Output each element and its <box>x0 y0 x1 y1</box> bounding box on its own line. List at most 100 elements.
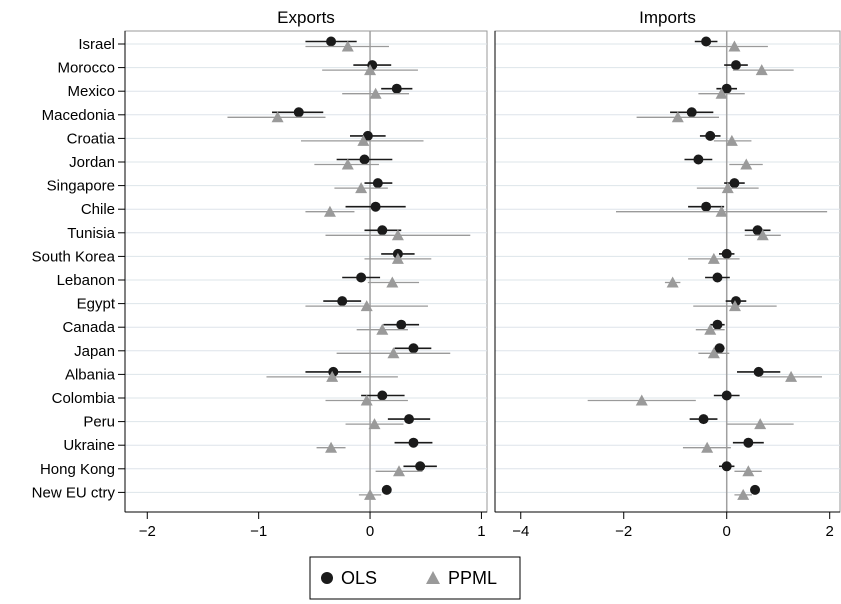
ols-point-chile <box>701 201 712 212</box>
ppml-point-japan <box>707 347 720 359</box>
ppml-point-albania <box>785 370 798 382</box>
ols-point-peru <box>404 414 415 425</box>
ols-point-peru <box>698 414 709 425</box>
country-label-croatia: Croatia <box>67 130 116 147</box>
country-label-hong-kong: Hong Kong <box>40 461 115 478</box>
ols-point-egypt <box>337 296 348 307</box>
ols-point-israel <box>701 36 712 47</box>
ppml-point-jordan <box>341 158 354 170</box>
ols-point-jordan <box>693 154 704 165</box>
country-label-albania: Albania <box>65 366 116 383</box>
x-tick-label: 2 <box>826 523 834 540</box>
country-label-ukraine: Ukraine <box>63 437 115 454</box>
country-label-singapore: Singapore <box>47 178 115 195</box>
legend-ppml-label: PPML <box>448 568 497 588</box>
legend-ppml-marker <box>426 571 440 584</box>
ols-point-israel <box>326 36 337 47</box>
ppml-point-new-eu-ctry <box>364 488 377 500</box>
ppml-point-chile <box>715 205 728 217</box>
ppml-point-colombia <box>635 394 648 406</box>
country-label-egypt: Egypt <box>77 296 116 313</box>
legend-ols-marker <box>321 572 333 584</box>
country-label-jordan: Jordan <box>69 154 115 171</box>
ppml-point-croatia <box>725 134 738 146</box>
ppml-point-morocco <box>364 64 377 76</box>
ppml-point-colombia <box>360 394 373 406</box>
imports-panel: Imports −4 −2 0 2 <box>494 8 841 540</box>
country-label-new-eu-ctry: New EU ctry <box>32 484 116 501</box>
ppml-point-chile <box>323 205 336 217</box>
ppml-point-singapore <box>355 182 368 194</box>
x-tick-label: 1 <box>477 523 485 540</box>
legend-box <box>309 556 521 600</box>
panel-title: Exports <box>277 8 335 27</box>
ols-point-hong-kong <box>415 461 426 472</box>
ols-point-colombia <box>377 390 388 401</box>
ppml-point-hong-kong <box>393 465 406 477</box>
country-label-lebanon: Lebanon <box>57 272 115 289</box>
ppml-point-albania <box>326 370 339 382</box>
ppml-point-ukraine <box>325 441 338 453</box>
ppml-point-lebanon <box>666 276 679 288</box>
ols-point-singapore <box>372 178 383 189</box>
ols-point-colombia <box>721 390 732 401</box>
ppml-point-croatia <box>357 134 370 146</box>
ppml-point-morocco <box>755 64 768 76</box>
ppml-point-south-korea <box>707 252 720 264</box>
x-tick-label: 0 <box>723 523 731 540</box>
ppml-point-south-korea <box>391 252 404 264</box>
panel-title: Imports <box>639 8 696 27</box>
ppml-point-new-eu-ctry <box>737 488 750 500</box>
x-tick-label: −2 <box>139 523 156 540</box>
country-label-colombia: Colombia <box>52 390 116 407</box>
country-label-tunisia: Tunisia <box>67 225 115 242</box>
ppml-point-tunisia <box>391 229 404 241</box>
country-label-chile: Chile <box>81 201 115 218</box>
ols-point-croatia <box>705 130 716 141</box>
ppml-point-canada <box>376 323 389 335</box>
ppml-point-peru <box>368 418 381 430</box>
ols-point-japan <box>714 343 725 354</box>
ols-point-tunisia <box>752 225 763 236</box>
country-label-japan: Japan <box>74 343 115 360</box>
ols-point-ukraine <box>743 437 754 448</box>
legend-ols-label: OLS <box>341 568 377 588</box>
country-label-mexico: Mexico <box>67 83 115 100</box>
x-tick-label: −4 <box>512 523 529 540</box>
ppml-point-mexico <box>715 87 728 99</box>
ppml-point-singapore <box>721 182 734 194</box>
country-label-canada: Canada <box>62 319 115 336</box>
ppml-point-tunisia <box>756 229 769 241</box>
ppml-point-japan <box>387 347 400 359</box>
ols-point-morocco <box>730 60 741 71</box>
ols-point-macedonia <box>686 107 697 118</box>
ols-point-hong-kong <box>721 461 732 472</box>
ppml-point-ukraine <box>701 441 714 453</box>
ols-point-mexico <box>391 83 402 94</box>
ols-point-tunisia <box>377 225 388 236</box>
ppml-point-canada <box>704 323 717 335</box>
legend: OLS PPML <box>309 556 521 600</box>
ols-point-canada <box>396 319 407 330</box>
country-label-peru: Peru <box>83 414 115 431</box>
exports-panel: Exports −2 −1 0 1 <box>124 8 488 540</box>
ols-point-new-eu-ctry <box>750 484 761 495</box>
country-label-morocco: Morocco <box>57 60 115 77</box>
x-tick-label: −2 <box>615 523 632 540</box>
ols-point-japan <box>408 343 419 354</box>
ols-point-lebanon <box>712 272 723 283</box>
ols-point-canada <box>712 319 723 330</box>
ppml-point-mexico <box>369 87 382 99</box>
ols-point-south-korea <box>721 248 732 259</box>
ols-point-chile <box>370 201 381 212</box>
plot-frame <box>124 30 488 513</box>
country-label-south-korea: South Korea <box>32 248 116 265</box>
x-tick-label: 0 <box>366 523 374 540</box>
country-labels: Israel Morocco Mexico Macedonia Croatia Jorda… <box>32 36 125 501</box>
ols-point-croatia <box>362 130 373 141</box>
country-label-macedonia: Macedonia <box>42 107 116 124</box>
ols-point-macedonia <box>293 107 304 118</box>
ols-point-mexico <box>721 83 732 94</box>
ols-point-singapore <box>729 178 740 189</box>
ols-point-new-eu-ctry <box>381 484 392 495</box>
